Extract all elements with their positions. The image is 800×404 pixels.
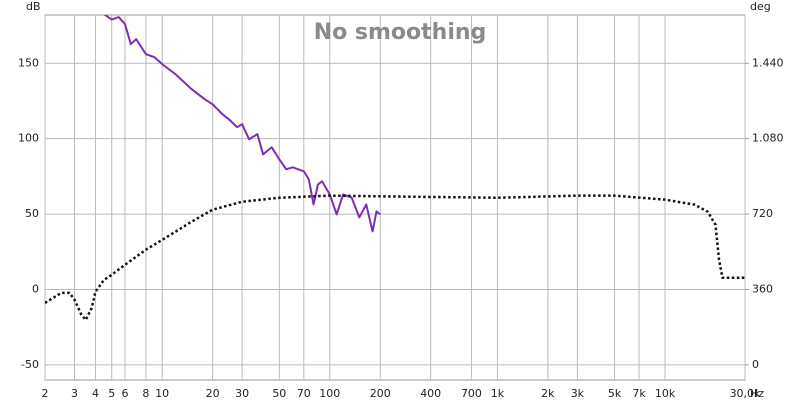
y-tick-label: 100 <box>18 132 39 145</box>
x-tick-label: 200 <box>370 387 391 400</box>
x-tick-label: 3k <box>571 387 585 400</box>
chart-title: No smoothing <box>314 20 487 45</box>
x-tick-label: 8 <box>142 387 149 400</box>
x-tick-label: 3 <box>71 387 78 400</box>
x-tick-label: 2k <box>541 387 555 400</box>
x-tick-label: 7k <box>632 387 646 400</box>
y2-tick-label: 360 <box>752 283 773 296</box>
x-tick-label: 70 <box>297 387 311 400</box>
y2-tick-label: 720 <box>752 207 773 220</box>
x-tick-label: 30 <box>235 387 249 400</box>
x-tick-label: 30,0k <box>730 387 761 400</box>
x-tick-label: 700 <box>461 387 482 400</box>
y-tick-label: 0 <box>32 283 39 296</box>
y-axis-label: dB <box>26 0 41 13</box>
y2-tick-label: 1.440 <box>752 56 784 69</box>
x-tick-label: 6 <box>121 387 128 400</box>
x-tick-label: 10k <box>655 387 676 400</box>
x-tick-label: 50 <box>272 387 286 400</box>
y2-tick-label: 1.080 <box>752 132 784 145</box>
y2-tick-label: 0 <box>752 358 759 371</box>
y-tick-label: 50 <box>25 207 39 220</box>
y2-axis-label: deg <box>750 0 771 13</box>
series-layer <box>45 15 745 322</box>
y-tick-label: -50 <box>21 358 39 371</box>
x-tick-label: 4 <box>92 387 99 400</box>
x-tick-label: 100 <box>319 387 340 400</box>
x-tick-label: 5k <box>608 387 622 400</box>
x-tick-label: 1k <box>491 387 505 400</box>
x-tick-label: 10 <box>155 387 169 400</box>
x-tick-label: 5 <box>108 387 115 400</box>
y-tick-label: 150 <box>18 56 39 69</box>
series-line <box>103 15 381 233</box>
x-tick-label: 2 <box>42 387 49 400</box>
x-axis-label: Hz <box>750 387 764 400</box>
x-tick-label: 20 <box>206 387 220 400</box>
x-tick-label: 400 <box>420 387 441 400</box>
